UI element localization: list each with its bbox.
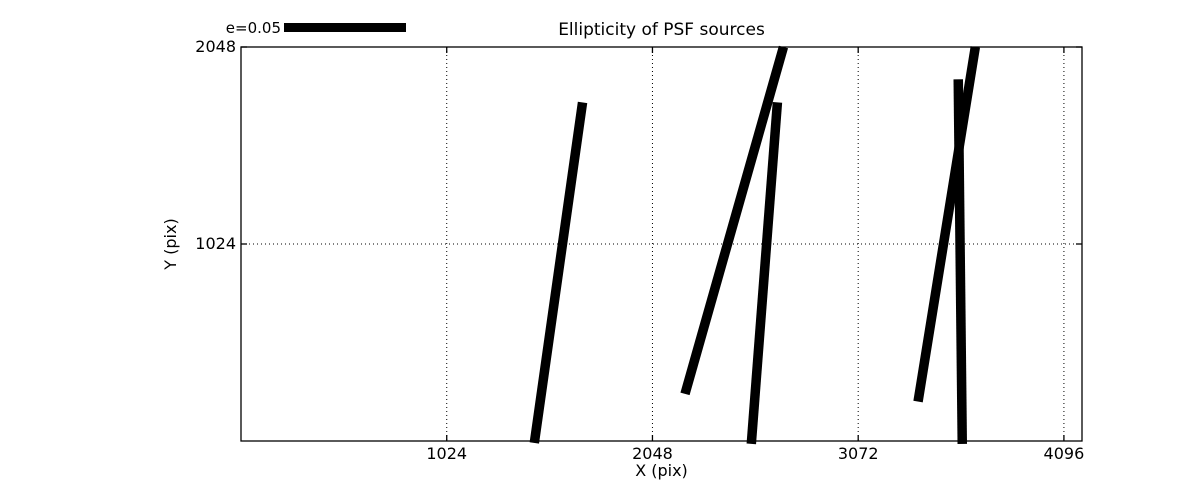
whisker-1 (529, 101, 588, 444)
whisker-4 (913, 46, 981, 403)
x-axis-label: X (pix) (635, 461, 688, 480)
x-tick-label-4096: 4096 (1044, 444, 1085, 463)
y-tick-label-1024: 1024 (195, 234, 236, 253)
legend-label: e=0.05 (225, 19, 281, 37)
chart-title: Ellipticity of PSF sources (558, 20, 765, 40)
whisker-5 (953, 79, 968, 444)
legend-bar (284, 23, 406, 32)
y-tick-label-2048: 2048 (195, 37, 236, 56)
whisker-3 (746, 102, 783, 445)
x-tick-label-3072: 3072 (838, 444, 879, 463)
whisker-2 (680, 45, 789, 396)
x-tick-label-1024: 1024 (426, 444, 467, 463)
x-tick-label-2048: 2048 (632, 444, 673, 463)
axes-border (240, 46, 1083, 442)
